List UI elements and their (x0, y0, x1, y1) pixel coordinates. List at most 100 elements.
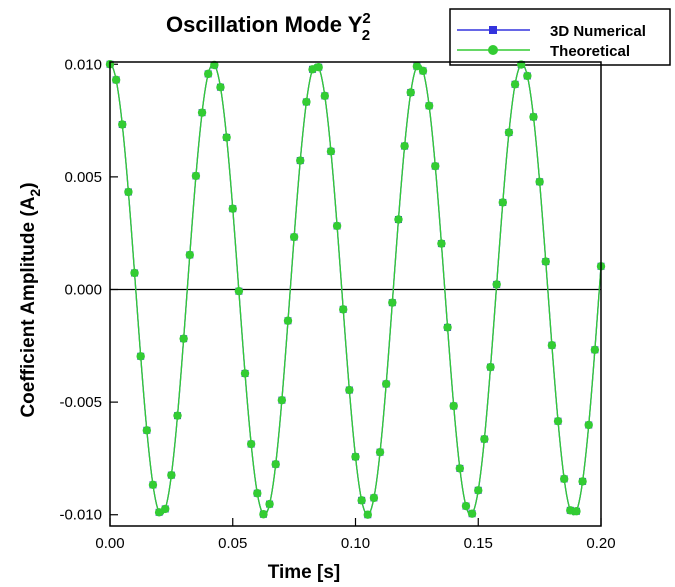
legend-marker-numerical (489, 26, 497, 34)
x-tick-label: 0.10 (341, 535, 370, 552)
legend-label-theoretical: Theoretical (550, 43, 630, 60)
data-point (277, 395, 287, 405)
data-point (130, 268, 139, 278)
data-point (369, 493, 379, 503)
data-point (535, 177, 544, 186)
y-axis-label: Coefficient Amplitude (A2) (18, 182, 43, 417)
data-point (357, 496, 366, 505)
x-tick-label: 0.00 (95, 535, 124, 552)
y-tick-label: 0.005 (64, 169, 102, 186)
data-point (234, 286, 244, 296)
data-point (302, 97, 311, 107)
data-point (142, 426, 152, 435)
data-point (118, 120, 127, 129)
data-point (553, 416, 563, 426)
data-point (510, 80, 520, 89)
legend-box (449, 8, 671, 66)
data-point (461, 501, 471, 511)
data-point (228, 204, 237, 213)
data-point (296, 156, 305, 165)
data-point (345, 385, 354, 395)
data-point (418, 66, 428, 76)
data-point (547, 341, 557, 350)
data-point (412, 62, 422, 71)
chart-title: Oscillation Mode Y2 2 (166, 10, 371, 44)
data-point (584, 420, 593, 430)
data-point (449, 401, 458, 411)
data-point (246, 439, 256, 449)
data-point (210, 60, 219, 70)
data-point (326, 147, 336, 156)
data-point (400, 141, 409, 151)
legend-marker-theoretical (488, 45, 498, 55)
data-point (222, 133, 231, 142)
x-tick-label: 0.15 (464, 535, 493, 552)
data-point (332, 221, 342, 231)
data-point (204, 69, 213, 79)
data-point (283, 316, 293, 325)
plot-area (105, 60, 606, 519)
legend-label-numerical: 3D Numerical (550, 23, 646, 40)
data-point (320, 91, 330, 101)
data-point (504, 128, 514, 137)
data-point (216, 82, 225, 92)
data-point (474, 486, 483, 495)
data-point (424, 101, 434, 110)
data-point (271, 460, 280, 469)
data-point (185, 250, 194, 260)
data-point (529, 112, 538, 122)
data-point (363, 510, 372, 519)
data-point (541, 257, 550, 266)
data-point (559, 474, 569, 484)
data-point (437, 239, 446, 248)
data-point (381, 379, 391, 389)
data-point (590, 345, 600, 354)
data-point (111, 75, 121, 85)
x-tick-label: 0.20 (586, 535, 615, 552)
data-point (431, 161, 440, 171)
data-point (148, 480, 158, 490)
y-tick-label: 0.000 (64, 281, 102, 298)
data-point (197, 108, 207, 117)
x-tick-label: 0.05 (218, 535, 247, 552)
plot-frame (109, 61, 602, 527)
data-point (498, 198, 507, 207)
x-axis-label: Time [s] (268, 562, 341, 583)
data-point (578, 477, 587, 486)
data-point (289, 232, 299, 242)
data-point (572, 507, 581, 516)
data-point (314, 62, 323, 72)
series-1 (105, 60, 606, 519)
data-point (523, 71, 532, 81)
data-point (375, 447, 385, 457)
data-point (136, 352, 145, 361)
axis-ticks: 0.00 0.05 0.10 0.15 0.20 0.010 0.005 0.000 -0.00… (59, 56, 615, 552)
data-point (167, 470, 176, 480)
data-point (191, 171, 201, 181)
data-point (154, 508, 164, 517)
data-point (240, 369, 250, 378)
data-point (492, 280, 501, 289)
data-point (161, 504, 170, 514)
data-point (259, 510, 268, 519)
data-point (124, 187, 133, 197)
y-tick-label: -0.010 (59, 507, 102, 524)
data-point (173, 411, 182, 420)
data-point (480, 434, 489, 444)
data-point (443, 323, 452, 332)
data-point (388, 298, 397, 307)
data-point (351, 452, 360, 461)
data-point (394, 215, 403, 224)
data-point (265, 499, 274, 509)
data-point (406, 88, 415, 97)
data-point (486, 362, 495, 372)
y-tick-label: 0.010 (64, 56, 102, 73)
legend: 3D Numerical Theoretical (449, 8, 671, 66)
data-point (467, 509, 477, 518)
data-point (455, 464, 465, 473)
data-point (339, 305, 348, 314)
data-point (566, 506, 575, 515)
data-point (179, 334, 188, 343)
data-point (253, 489, 262, 498)
